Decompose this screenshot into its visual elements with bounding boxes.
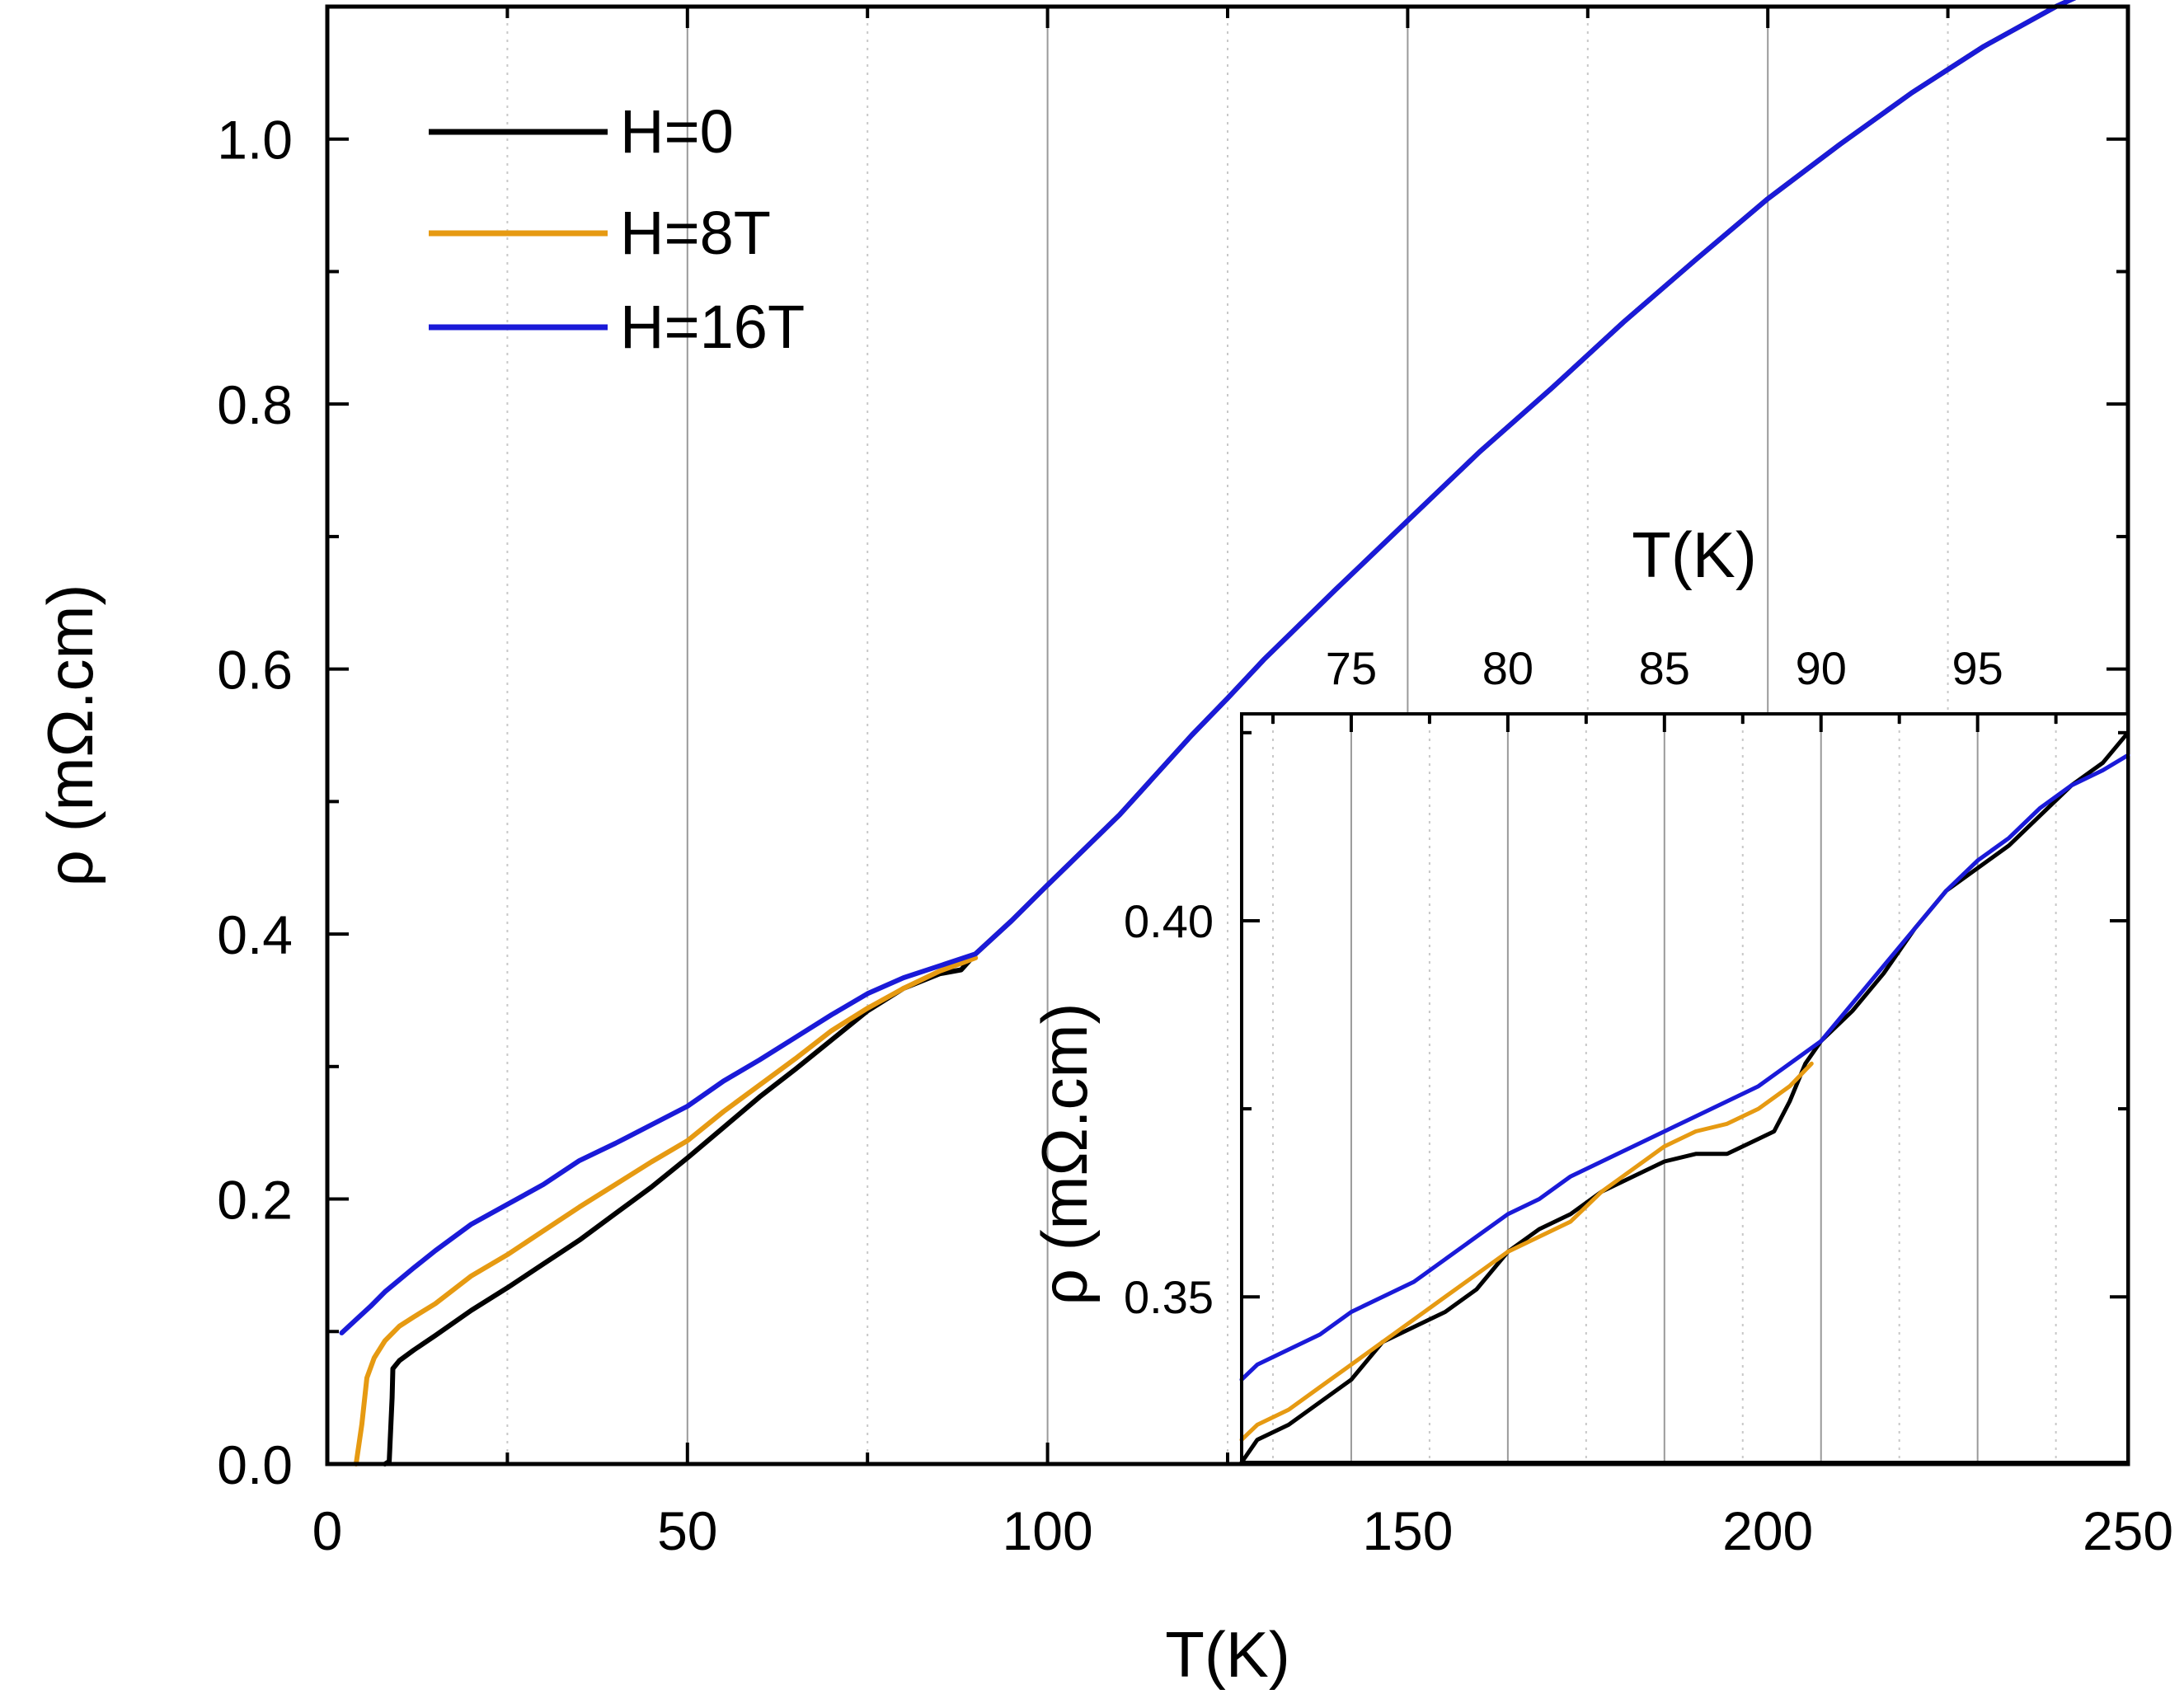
main-y-tick-label-0-2: 0.2 [217,1170,293,1231]
legend-label-h16t: H=16T [620,293,805,361]
main-series-h-8t [353,955,979,1466]
main-x-tick-label-0: 0 [312,1500,343,1561]
inset-ticks: 75 80 85 90 95 0.35 0.40 [1124,642,2128,1323]
inset-series-group [1239,730,2130,1465]
main-series-group [339,0,2077,1466]
legend-label-h0: H=0 [620,97,734,166]
inset-y-tick-label-0-35: 0.35 [1124,1271,1214,1323]
inset-x-tick-label-85: 85 [1639,642,1690,694]
main-x-tick-label-200: 200 [1722,1500,1813,1561]
main-x-tick-label-50: 50 [657,1500,717,1561]
inset-grid [1271,714,2057,1462]
legend-label-h8t: H=8T [620,199,771,267]
main-y-tick-label-0-8: 0.8 [217,374,293,435]
main-y-axis-title: ρ (mΩ.cm) [34,584,106,887]
main-x-tick-label-150: 150 [1362,1500,1453,1561]
main-x-tick-label-250: 250 [2083,1500,2173,1561]
main-x-tick-label-100: 100 [1003,1500,1093,1561]
main-ticks: 0 50 100 150 200 250 0.0 0.2 0.4 0.6 0.8 1.0 [217,5,2173,1561]
main-y-tick-label-0-0: 0.0 [217,1434,293,1495]
inset-plot-border [1240,712,2130,1464]
inset-x-tick-label-75: 75 [1326,642,1377,694]
legend: H=0 H=8T H=16T [429,97,805,361]
main-series-h-16t [339,0,2077,1335]
main-y-tick-label-1-0: 1.0 [217,110,293,171]
main-y-tick-label-0-4: 0.4 [217,904,293,965]
inset-y-tick-label-0-40: 0.40 [1124,895,1214,947]
inset-chart: 75 80 85 90 95 0.35 0.40 T(K) ρ (mΩ.cm) [1028,519,2130,1465]
inset-x-axis-title: T(K) [1632,519,1757,591]
inset-series-h-16t [1239,753,2130,1382]
inset-x-tick-label-90: 90 [1796,642,1847,694]
inset-y-axis-title: ρ (mΩ.cm) [1028,1003,1101,1306]
inset-series-h-8t [1239,1061,1814,1443]
main-y-tick-label-0-6: 0.6 [217,640,293,701]
inset-x-tick-label-80: 80 [1482,642,1533,694]
inset-x-tick-label-95: 95 [1952,642,2003,694]
main-x-axis-title: T(K) [1165,1618,1290,1691]
